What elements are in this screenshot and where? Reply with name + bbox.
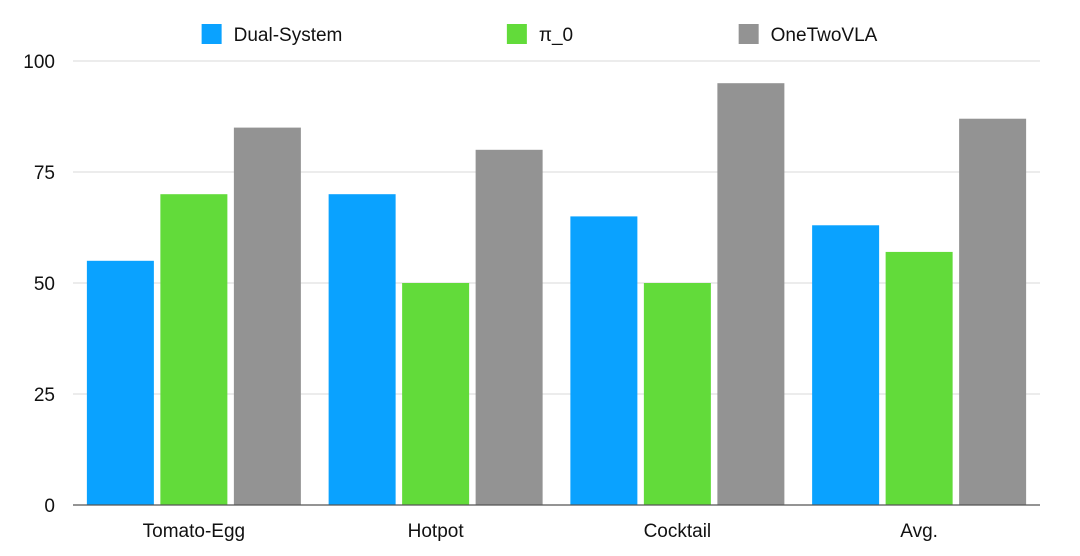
y-axis-ticks: 0 25 50 75 100 (23, 52, 55, 517)
x-tick-label: Avg. (900, 521, 938, 542)
x-tick-label: Cocktail (644, 521, 712, 542)
legend: Dual-System π_0 OneTwoVLA (201, 24, 878, 46)
y-tick-label: 25 (34, 385, 55, 406)
legend-item: π_0 (506, 24, 573, 46)
x-axis-ticks: Tomato-Egg Hotpot Cocktail Avg. (143, 521, 938, 542)
legend-label: Dual-System (234, 25, 343, 46)
bar-π_0-Avg. (885, 251, 953, 505)
x-tick-label: Tomato-Egg (143, 521, 245, 542)
bar-OneTwoVLA-Avg. (959, 118, 1027, 505)
y-tick-label: 100 (23, 52, 55, 73)
bar-Dual-System-Tomato-Egg (86, 260, 154, 505)
legend-swatch (201, 24, 222, 44)
legend-swatch (738, 24, 759, 44)
bar-OneTwoVLA-Tomato-Egg (233, 127, 301, 505)
bar-OneTwoVLA-Cocktail (717, 83, 785, 505)
bar-π_0-Cocktail (643, 283, 711, 505)
bar-π_0-Hotpot (402, 283, 470, 505)
y-tick-label: 50 (34, 274, 55, 295)
y-tick-label: 0 (44, 496, 55, 517)
legend-item: Dual-System (201, 24, 343, 46)
x-tick-label: Hotpot (408, 521, 465, 542)
bar-Dual-System-Cocktail (570, 216, 638, 505)
legend-swatch (506, 24, 527, 44)
bars (86, 83, 1027, 506)
bar-π_0-Tomato-Egg (160, 194, 228, 505)
legend-label: π_0 (539, 25, 573, 46)
legend-item: OneTwoVLA (738, 24, 878, 46)
legend-label: OneTwoVLA (771, 25, 878, 46)
bar-Dual-System-Avg. (812, 225, 880, 505)
bar-OneTwoVLA-Hotpot (475, 149, 543, 506)
y-tick-label: 75 (34, 163, 55, 184)
bar-Dual-System-Hotpot (328, 194, 396, 505)
